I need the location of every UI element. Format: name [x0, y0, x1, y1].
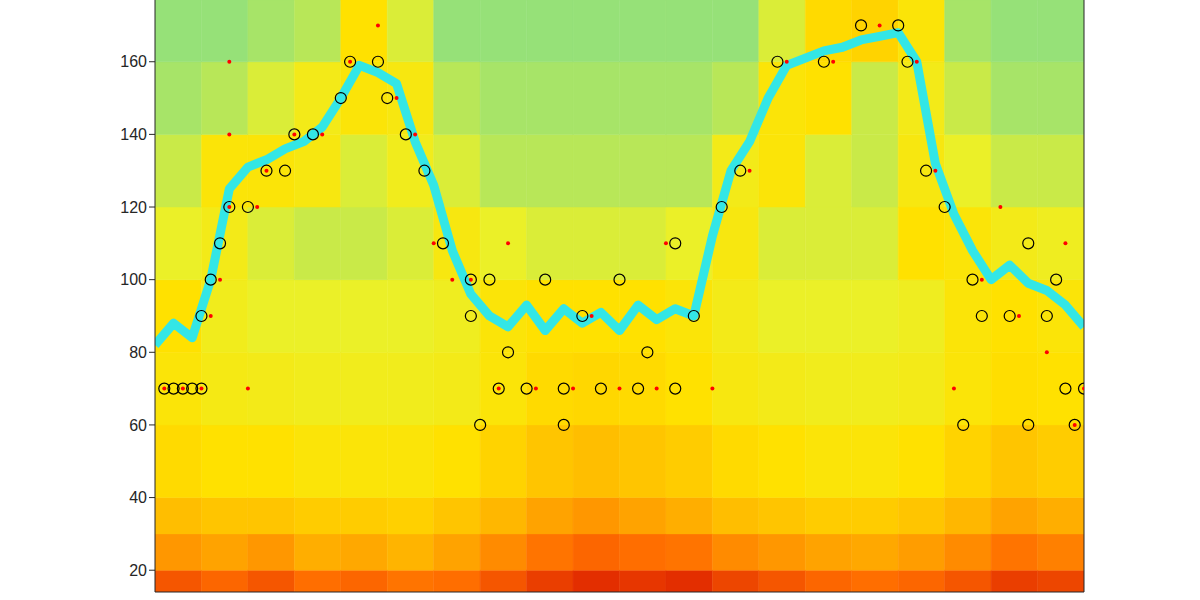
svg-text:120: 120 [120, 199, 147, 216]
svg-text:160: 160 [120, 53, 147, 70]
svg-text:140: 140 [120, 126, 147, 143]
svg-text:20: 20 [129, 562, 147, 579]
svg-text:40: 40 [129, 489, 147, 506]
svg-text:60: 60 [129, 417, 147, 434]
svg-text:100: 100 [120, 271, 147, 288]
svg-text:80: 80 [129, 344, 147, 361]
